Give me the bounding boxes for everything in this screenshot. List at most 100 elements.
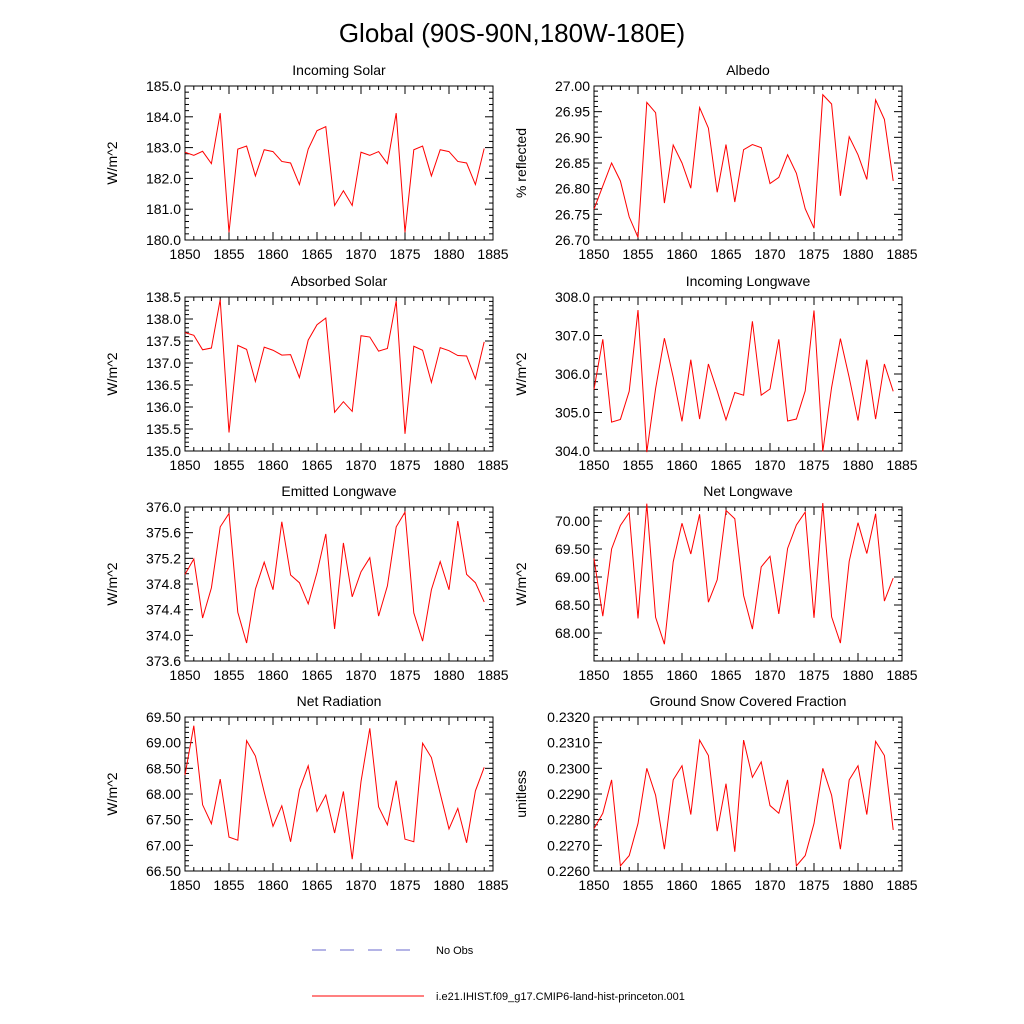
plot-frame	[593, 296, 903, 452]
y-tick-label: 69.00	[555, 569, 590, 585]
y-tick-label: 135.0	[146, 443, 181, 459]
x-tick-label: 1865	[301, 667, 332, 683]
x-tick-label: 1885	[886, 457, 917, 473]
y-tick-label: 307.0	[555, 328, 590, 344]
x-tick-label: 1880	[842, 457, 873, 473]
panel-4: 1850 1855 1860 1865 1870 1875 1880 1885 304.0 305…	[513, 273, 918, 473]
panel-title: Emitted Longwave	[281, 483, 396, 499]
y-tick-label: 67.50	[146, 812, 181, 828]
figure-title: Global (90S-90N,180W-180E)	[339, 18, 685, 48]
x-tick-label: 1870	[345, 457, 376, 473]
legend: No Obs i.e21.IHIST.f09_g17.CMIP6-land-hi…	[312, 945, 685, 1003]
panel-3: 1850 1855 1860 1865 1870 1875 1880 1885 135.0 135…	[104, 273, 509, 473]
x-tick-label: 1865	[710, 877, 741, 893]
x-tick-label: 1855	[622, 457, 653, 473]
x-tick-label: 1880	[433, 457, 464, 473]
panel-1: 1850 1855 1860 1865 1870 1875 1880 1885 180.0 181…	[104, 62, 509, 262]
panel-6: 1850 1855 1860 1865 1870 1875 1880 1885 68.00 68.…	[513, 483, 918, 683]
y-tick-label: 135.5	[146, 421, 181, 437]
y-tick-label: 374.8	[146, 576, 181, 592]
x-tick-label: 1865	[301, 246, 332, 262]
panel-title: Incoming Solar	[292, 62, 386, 78]
series-line	[593, 310, 894, 453]
x-tick-label: 1875	[798, 877, 829, 893]
x-tick-label: 1860	[257, 457, 288, 473]
panel-title: Albedo	[726, 62, 770, 78]
plot-frame	[184, 85, 494, 241]
x-tick-label: 1885	[477, 877, 508, 893]
y-tick-label: 66.50	[146, 863, 181, 879]
x-tick-label: 1870	[345, 877, 376, 893]
x-tick-label: 1885	[886, 246, 917, 262]
x-tick-label: 1850	[578, 246, 609, 262]
y-tick-label: 184.0	[146, 109, 181, 125]
y-tick-label: 68.50	[146, 760, 181, 776]
x-tick-label: 1875	[389, 246, 420, 262]
y-axis-label: W/m^2	[104, 352, 120, 395]
y-tick-label: 0.2270	[547, 837, 590, 853]
x-tick-label: 1850	[578, 877, 609, 893]
y-axis-label: W/m^2	[513, 562, 529, 605]
plot-frame	[593, 716, 903, 872]
y-axis-label: % reflected	[513, 128, 529, 198]
x-tick-label: 1880	[433, 877, 464, 893]
x-tick-label: 1870	[345, 667, 376, 683]
y-tick-label: 67.00	[146, 837, 181, 853]
y-tick-label: 26.75	[555, 206, 590, 222]
x-tick-label: 1855	[622, 877, 653, 893]
y-tick-label: 137.5	[146, 333, 181, 349]
y-tick-label: 136.0	[146, 399, 181, 415]
x-tick-label: 1885	[477, 246, 508, 262]
panel-grid: 1850 1855 1860 1865 1870 1875 1880 1885 180.0 181…	[104, 62, 918, 893]
y-axis-label: W/m^2	[104, 141, 120, 184]
series-line	[593, 93, 894, 238]
x-tick-label: 1875	[389, 667, 420, 683]
series-line	[184, 299, 485, 434]
y-tick-label: 305.0	[555, 405, 590, 421]
x-tick-label: 1885	[477, 457, 508, 473]
x-tick-label: 1855	[622, 667, 653, 683]
y-tick-label: 0.2310	[547, 735, 590, 751]
x-tick-label: 1860	[666, 877, 697, 893]
y-tick-label: 376.0	[146, 499, 181, 515]
y-tick-label: 0.2290	[547, 786, 590, 802]
y-tick-label: 138.5	[146, 289, 181, 305]
series-line	[593, 738, 894, 868]
y-tick-label: 68.00	[146, 786, 181, 802]
x-tick-label: 1860	[666, 667, 697, 683]
y-tick-label: 138.0	[146, 311, 181, 327]
y-tick-label: 375.6	[146, 525, 181, 541]
legend-label-model: i.e21.IHIST.f09_g17.CMIP6-land-hist-prin…	[436, 991, 685, 1003]
x-tick-label: 1865	[301, 457, 332, 473]
y-tick-label: 181.0	[146, 201, 181, 217]
x-tick-label: 1870	[754, 877, 785, 893]
y-tick-label: 26.70	[555, 232, 590, 248]
y-tick-label: 308.0	[555, 289, 590, 305]
x-tick-label: 1855	[213, 246, 244, 262]
panel-2: 1850 1855 1860 1865 1870 1875 1880 1885 26.70 26.…	[513, 62, 918, 262]
x-tick-label: 1860	[257, 667, 288, 683]
x-tick-label: 1880	[433, 667, 464, 683]
x-tick-label: 1870	[754, 246, 785, 262]
y-tick-label: 373.6	[146, 653, 181, 669]
y-tick-label: 26.90	[555, 129, 590, 145]
series-line	[184, 725, 485, 860]
y-tick-label: 26.85	[555, 155, 590, 171]
y-tick-label: 136.5	[146, 377, 181, 393]
y-axis-label: unitless	[513, 770, 529, 817]
x-tick-label: 1875	[798, 246, 829, 262]
panel-5: 1850 1855 1860 1865 1870 1875 1880 1885 373.6 374…	[104, 483, 509, 683]
panel-title: Incoming Longwave	[686, 273, 811, 289]
x-tick-label: 1860	[257, 246, 288, 262]
series-line	[184, 113, 485, 233]
y-tick-label: 185.0	[146, 78, 181, 94]
x-tick-label: 1870	[754, 457, 785, 473]
x-tick-label: 1865	[301, 877, 332, 893]
x-tick-label: 1850	[169, 667, 200, 683]
x-tick-label: 1875	[389, 457, 420, 473]
y-tick-label: 0.2300	[547, 760, 590, 776]
plot-frame	[184, 716, 494, 872]
x-tick-label: 1850	[169, 246, 200, 262]
x-tick-label: 1880	[842, 877, 873, 893]
